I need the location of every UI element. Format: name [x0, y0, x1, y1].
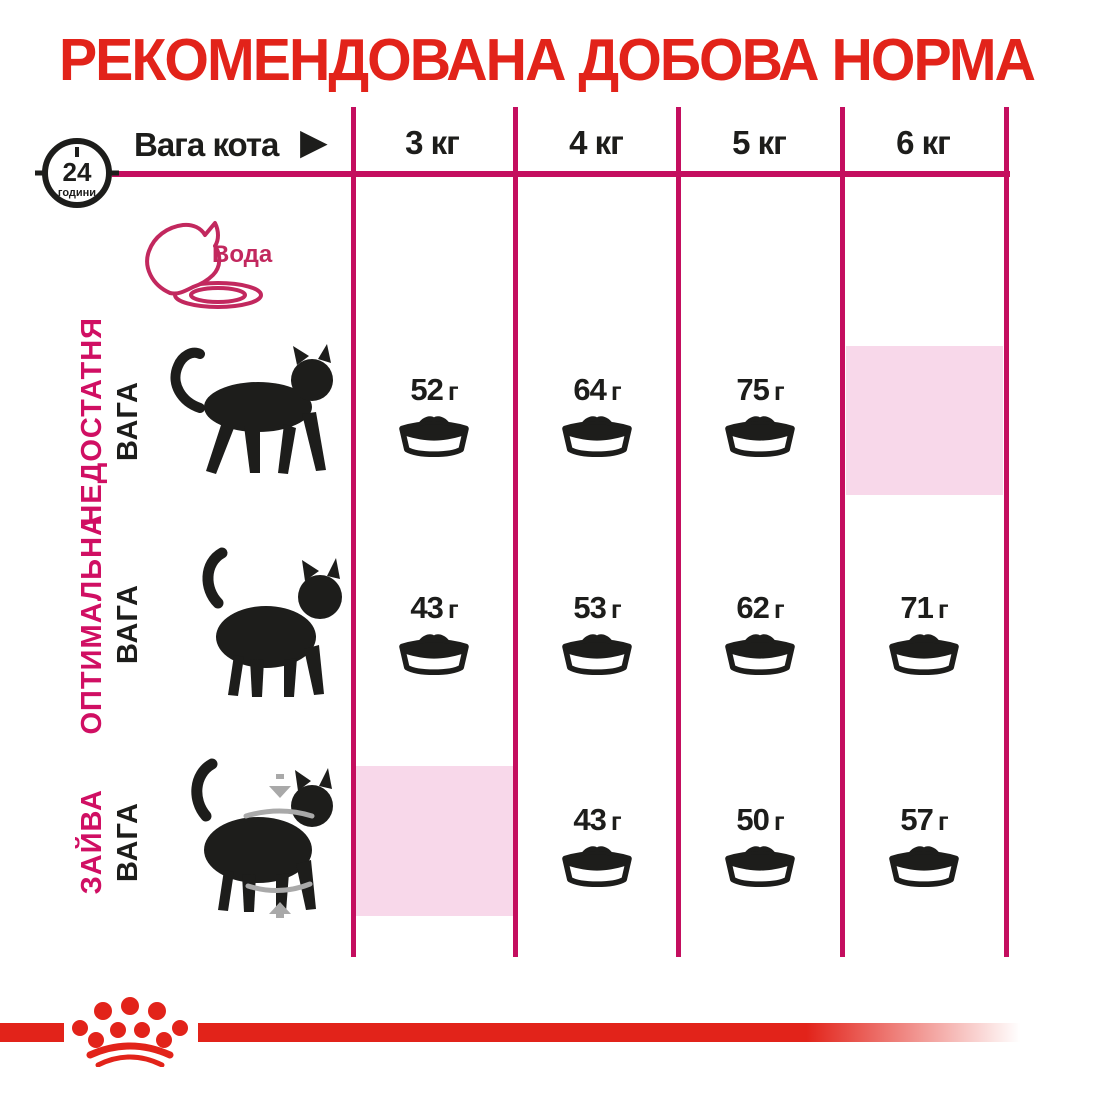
ration-amount: 71 — [900, 590, 933, 625]
ration-amount: 43 — [573, 802, 606, 837]
row-label-accent: ЗАЙВА — [76, 789, 108, 895]
ration-amount: 52 — [410, 372, 443, 407]
column-header-5kg: 5 кг — [732, 124, 787, 161]
clock-unit: години — [58, 187, 96, 199]
row-label-rest: ВАГА — [112, 381, 144, 461]
ration-cell: 57 г — [849, 802, 999, 895]
ration-amount: 50 — [736, 802, 769, 837]
row-label-rest: ВАГА — [112, 584, 144, 664]
ration-amount: 75 — [736, 372, 769, 407]
ration-cell: 71 г — [849, 590, 999, 683]
ration-unit: г — [610, 594, 622, 624]
food-bowl-icon — [562, 634, 632, 675]
food-bowl-icon — [725, 846, 795, 887]
row-label-overweight: ЗАЙВА ВАГА — [76, 772, 145, 912]
table-rule-horizontal — [112, 171, 1010, 177]
row-label-optimal: ОПТИМАЛЬНА ВАГА — [76, 514, 145, 735]
cat-optimal-icon — [202, 547, 342, 697]
clock-value: 24 — [63, 157, 92, 187]
table-rule-vertical — [676, 107, 681, 957]
ration-cell: 52 г — [359, 372, 509, 465]
cat-underweight-icon — [170, 344, 333, 474]
food-bowl-icon — [562, 846, 632, 887]
column-header-4kg: 4 кг — [569, 124, 624, 161]
ration-unit: г — [447, 594, 459, 624]
cat-overweight-icon — [191, 758, 333, 918]
table-rule-vertical — [1004, 107, 1009, 957]
brand-bar-left — [0, 1023, 64, 1042]
ration-cell: 53 г — [522, 590, 672, 683]
ration-cell: 43 г — [522, 802, 672, 895]
ration-unit: г — [610, 806, 622, 836]
ration-cell: 75 г — [685, 372, 835, 465]
clock-24h-icon: 24 години — [35, 138, 119, 208]
brand-bar-right — [198, 1023, 1020, 1042]
row-label-accent: ОПТИМАЛЬНА — [76, 513, 108, 735]
weight-column-label: Вага кота — [134, 126, 279, 163]
ration-unit: г — [610, 376, 622, 406]
ration-amount: 57 — [900, 802, 933, 837]
ration-amount: 43 — [410, 590, 443, 625]
page-title: РЕКОМЕНДОВАНА ДОБОВА НОРМА — [58, 27, 1036, 93]
ration-cell: 64 г — [522, 372, 672, 465]
ration-cell: 50 г — [685, 802, 835, 895]
table-rule-vertical — [351, 107, 356, 957]
row-label-underweight: НЕДОСТАТНЯ ВАГА — [76, 317, 145, 526]
water-bowl-icon — [145, 221, 263, 309]
highlight-cell-not-applicable — [356, 766, 513, 916]
ration-amount: 62 — [736, 590, 769, 625]
food-bowl-icon — [725, 634, 795, 675]
ration-unit: г — [937, 806, 949, 836]
food-bowl-icon — [399, 634, 469, 675]
row-label-accent: НЕДОСТАТНЯ — [76, 316, 108, 526]
ration-unit: г — [447, 376, 459, 406]
ration-unit: г — [773, 376, 785, 406]
food-bowl-icon — [889, 634, 959, 675]
ration-unit: г — [773, 806, 785, 836]
ration-amount: 64 — [573, 372, 606, 407]
row-label-rest: ВАГА — [112, 802, 144, 882]
table-rule-vertical — [840, 107, 845, 957]
table-rule-vertical — [513, 107, 518, 957]
arrow-right-icon: ▶ — [300, 121, 328, 162]
ration-cell: 62 г — [685, 590, 835, 683]
ration-unit: г — [773, 594, 785, 624]
column-header-3kg: 3 кг — [405, 124, 460, 161]
food-bowl-icon — [889, 846, 959, 887]
food-bowl-icon — [399, 416, 469, 457]
ration-unit: г — [937, 594, 949, 624]
ration-amount: 53 — [573, 590, 606, 625]
food-bowl-icon — [725, 416, 795, 457]
highlight-cell-not-applicable — [846, 346, 1003, 495]
water-label: Вода — [212, 241, 273, 268]
food-bowl-icon — [562, 416, 632, 457]
column-header-6kg: 6 кг — [896, 124, 951, 161]
ration-cell: 43 г — [359, 590, 509, 683]
royal-canin-crown-logo — [72, 997, 188, 1067]
